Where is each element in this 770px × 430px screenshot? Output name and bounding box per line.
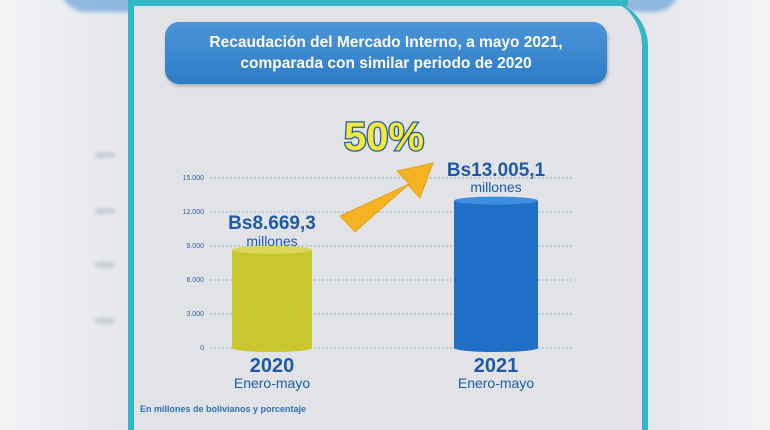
growth-percentage: 50%: [344, 115, 424, 159]
x-category-label: 2020: [250, 355, 295, 377]
y-tick-label: 3.000: [186, 311, 204, 318]
y-tick-label: 9.000: [186, 243, 204, 250]
data-label-unit: millones: [246, 233, 297, 249]
y-tick-label: 15.000: [183, 175, 205, 182]
chart-title-line-1: Recaudación del Mercado Interno, a mayo …: [209, 34, 563, 51]
chart-title-line-2: comparada con similar periodo de 2020: [240, 55, 532, 72]
bar-top: [454, 196, 538, 205]
x-category-sublabel: Enero-mayo: [234, 375, 310, 391]
bar: [232, 249, 312, 348]
chart-title: Recaudación del Mercado Interno, a mayo …: [165, 22, 607, 84]
card-border: [128, 0, 628, 6]
x-category-label: 2021: [474, 355, 519, 377]
right-background: [640, 0, 770, 430]
x-category-sublabel: Enero-mayo: [458, 375, 534, 391]
bar: [454, 200, 538, 348]
y-tick-label: 6.000: [186, 277, 204, 284]
y-tick-label: 0: [200, 345, 204, 352]
left-background: [0, 0, 130, 430]
data-label-value: Bs13.005,1: [447, 160, 546, 181]
footnote: En millones de bolivianos y porcentaje: [140, 404, 307, 414]
y-tick-label: 12.000: [183, 209, 205, 216]
bar-top: [232, 245, 312, 254]
bar-base: [232, 344, 312, 352]
growth-arrow: [339, 162, 434, 233]
data-label-value: Bs8.669,3: [228, 213, 316, 234]
data-label-unit: millones: [470, 179, 521, 195]
bar-base: [454, 344, 538, 352]
